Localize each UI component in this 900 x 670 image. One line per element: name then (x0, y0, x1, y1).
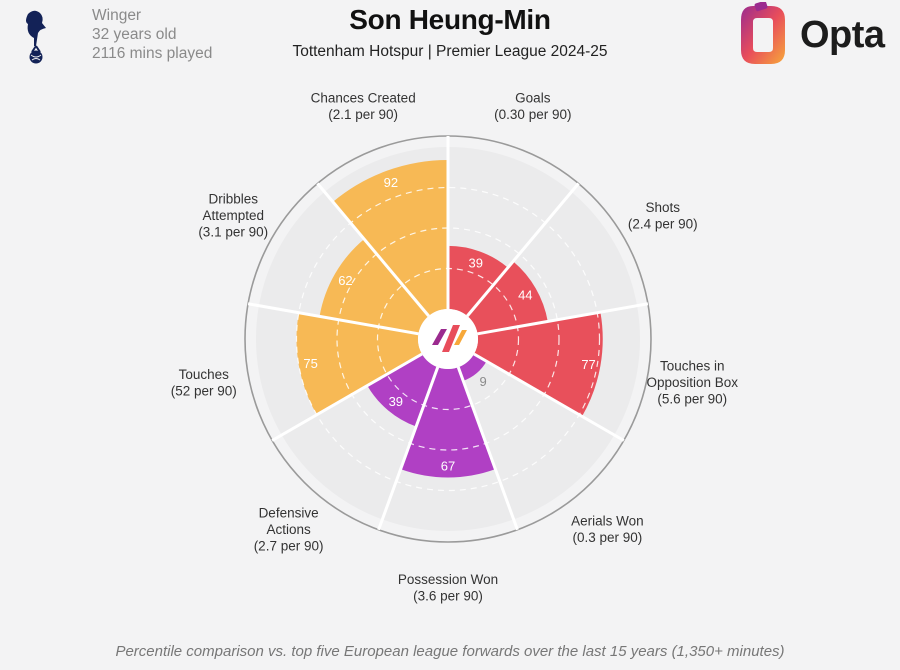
category-label-line: (2.1 per 90) (328, 107, 398, 122)
category-label: Touches (52 per 90) (171, 367, 237, 399)
value-bar (448, 245, 508, 317)
brand-name: Opta (800, 14, 885, 56)
player-age: 32 years old (92, 26, 177, 43)
value-label: 75 (303, 356, 317, 371)
value-bar (458, 354, 487, 381)
category-label: Defensive Actions (2.7 per 90) (254, 505, 324, 553)
slice-separator (477, 302, 649, 336)
value-bar (400, 367, 496, 478)
category-label-line: Shots (646, 200, 681, 215)
category-label-line: (52 per 90) (171, 383, 237, 398)
value-label: 39 (389, 394, 403, 409)
category-label-line: Possession Won (398, 572, 498, 587)
value-label: 44 (518, 287, 532, 302)
category-label-line: Opposition Box (646, 375, 738, 390)
slice-separator (247, 302, 419, 336)
value-label: 77 (581, 357, 595, 372)
slice (448, 147, 572, 317)
slice (324, 147, 448, 317)
slice-separator (316, 182, 430, 317)
slice (458, 354, 615, 520)
category-label: Dribbles Attempted (3.1 per 90) (198, 192, 268, 240)
category-label-line: Defensive (259, 505, 319, 520)
page-subtitle: Tottenham Hotspur | Premier League 2024-… (292, 43, 608, 60)
category-label-line: Chances Created (311, 91, 416, 106)
slice-separator (456, 366, 519, 531)
page-title: Son Heung-Min (349, 4, 551, 35)
slice-separator (271, 352, 423, 442)
slice (258, 191, 429, 334)
slice (281, 354, 438, 520)
category-label: Shots (2.4 per 90) (628, 200, 698, 232)
category-label: Goals (0.30 per 90) (494, 91, 571, 123)
category-label-line: Actions (266, 522, 311, 537)
footnote: Percentile comparison vs. top five Europ… (115, 643, 785, 660)
value-label: 62 (338, 273, 352, 288)
category-label: Aerials Won (0.3 per 90) (571, 514, 644, 546)
value-label: 9 (479, 374, 486, 389)
category-label-line: Touches (179, 367, 230, 382)
club-crest-icon (26, 10, 46, 64)
category-label-line: (0.3 per 90) (573, 530, 643, 545)
category-label-line: (2.7 per 90) (254, 538, 324, 553)
opta-logo-icon (741, 2, 785, 64)
value-bar (367, 354, 438, 427)
value-bar (467, 261, 548, 334)
category-label-line: (5.6 per 90) (657, 392, 727, 407)
slice (467, 191, 638, 334)
value-bar (296, 312, 423, 415)
slice (473, 305, 640, 435)
category-label-line: Touches in (660, 359, 725, 374)
slice-background (458, 354, 615, 520)
value-bar (319, 239, 429, 334)
category-label-line: Goals (515, 91, 551, 106)
category-label-line: (0.30 per 90) (494, 107, 571, 122)
opta-mark-icon (432, 325, 467, 352)
value-label: 39 (469, 256, 483, 271)
category-label: Touches in Opposition Box (5.6 per 90) (646, 359, 738, 407)
category-label-line: (2.4 per 90) (628, 216, 698, 231)
value-label: 92 (384, 175, 398, 190)
player-info: Winger 32 years old 2116 mins played (92, 6, 212, 63)
category-label: Possession Won (3.6 per 90) (398, 572, 498, 604)
category-label: Chances Created (2.1 per 90) (311, 91, 416, 123)
grid-ring (295, 186, 601, 492)
category-label-line: (3.6 per 90) (413, 588, 483, 603)
slice (256, 305, 423, 435)
value-bar (473, 312, 603, 417)
value-bar (332, 159, 448, 317)
slice-separator (473, 352, 625, 442)
category-label-line: Dribbles (208, 192, 258, 207)
slice-separator (377, 366, 440, 531)
category-label-line: Attempted (202, 208, 264, 223)
player-position: Winger (92, 7, 142, 24)
value-label: 67 (441, 459, 455, 474)
player-minutes: 2116 mins played (92, 45, 213, 62)
category-label-line: Aerials Won (571, 514, 644, 529)
slice (382, 367, 514, 531)
slice-separator (466, 182, 580, 317)
category-label-line: (3.1 per 90) (198, 225, 268, 240)
